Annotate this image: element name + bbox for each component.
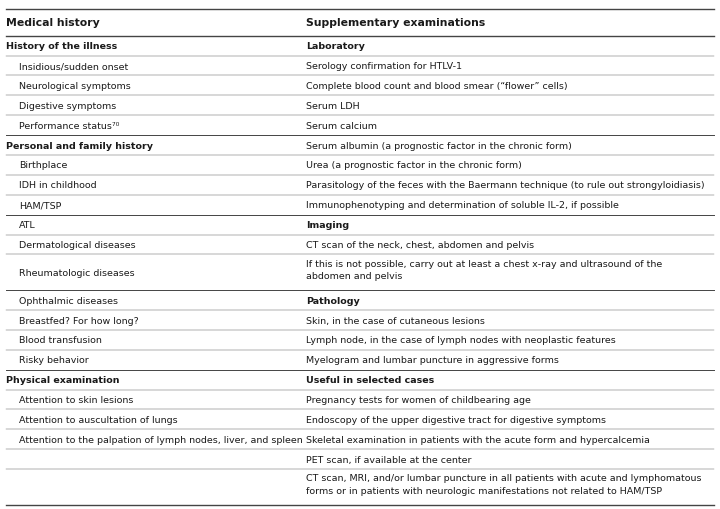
Text: Attention to the palpation of lymph nodes, liver, and spleen: Attention to the palpation of lymph node… [19, 435, 302, 444]
Text: Useful in selected cases: Useful in selected cases [306, 376, 434, 384]
Text: If this is not possible, carry out at least a chest x-ray and ultrasound of the
: If this is not possible, carry out at le… [306, 259, 662, 280]
Text: Digestive symptoms: Digestive symptoms [19, 102, 116, 110]
Text: Laboratory: Laboratory [306, 42, 365, 51]
Text: Lymph node, in the case of lymph nodes with neoplastic features: Lymph node, in the case of lymph nodes w… [306, 336, 616, 345]
Text: Serum calcium: Serum calcium [306, 122, 377, 130]
Text: PET scan, if available at the center: PET scan, if available at the center [306, 455, 472, 464]
Text: CT scan of the neck, chest, abdomen and pelvis: CT scan of the neck, chest, abdomen and … [306, 240, 534, 249]
Text: Performance status⁷⁰: Performance status⁷⁰ [19, 122, 119, 130]
Text: Breastfed? For how long?: Breastfed? For how long? [19, 316, 138, 325]
Text: Dermatological diseases: Dermatological diseases [19, 240, 135, 249]
Text: Risky behavior: Risky behavior [19, 356, 89, 364]
Text: Personal and family history: Personal and family history [6, 142, 153, 150]
Text: Myelogram and lumbar puncture in aggressive forms: Myelogram and lumbar puncture in aggress… [306, 356, 559, 364]
Text: HAM/TSP: HAM/TSP [19, 201, 61, 210]
Text: Serum LDH: Serum LDH [306, 102, 359, 110]
Text: ATL: ATL [19, 221, 35, 230]
Text: Pregnancy tests for women of childbearing age: Pregnancy tests for women of childbearin… [306, 395, 531, 404]
Text: Complete blood count and blood smear (“flower” cells): Complete blood count and blood smear (“f… [306, 82, 567, 91]
Text: Imaging: Imaging [306, 221, 349, 230]
Text: Rheumatologic diseases: Rheumatologic diseases [19, 268, 135, 277]
Text: Insidious/sudden onset: Insidious/sudden onset [19, 62, 128, 71]
Text: Medical history: Medical history [6, 18, 99, 29]
Text: IDH in childhood: IDH in childhood [19, 181, 96, 190]
Text: Birthplace: Birthplace [19, 161, 67, 170]
Text: Attention to auscultation of lungs: Attention to auscultation of lungs [19, 415, 177, 424]
Text: Pathology: Pathology [306, 296, 360, 305]
Text: History of the illness: History of the illness [6, 42, 117, 51]
Text: Urea (a prognostic factor in the chronic form): Urea (a prognostic factor in the chronic… [306, 161, 522, 170]
Text: Immunophenotyping and determination of soluble IL-2, if possible: Immunophenotyping and determination of s… [306, 201, 619, 210]
Text: Endoscopy of the upper digestive tract for digestive symptoms: Endoscopy of the upper digestive tract f… [306, 415, 606, 424]
Text: Skeletal examination in patients with the acute form and hypercalcemia: Skeletal examination in patients with th… [306, 435, 650, 444]
Text: CT scan, MRI, and/or lumbar puncture in all patients with acute and lymphomatous: CT scan, MRI, and/or lumbar puncture in … [306, 473, 701, 495]
Text: Supplementary examinations: Supplementary examinations [306, 18, 485, 29]
Text: Serum albumin (a prognostic factor in the chronic form): Serum albumin (a prognostic factor in th… [306, 142, 572, 150]
Text: Parasitology of the feces with the Baermann technique (to rule out strongyloidia: Parasitology of the feces with the Baerm… [306, 181, 705, 190]
Text: Neurological symptoms: Neurological symptoms [19, 82, 130, 91]
Text: Serology confirmation for HTLV-1: Serology confirmation for HTLV-1 [306, 62, 462, 71]
Text: Attention to skin lesions: Attention to skin lesions [19, 395, 133, 404]
Text: Ophthalmic diseases: Ophthalmic diseases [19, 296, 118, 305]
Text: Physical examination: Physical examination [6, 376, 120, 384]
Text: Skin, in the case of cutaneous lesions: Skin, in the case of cutaneous lesions [306, 316, 485, 325]
Text: Blood transfusion: Blood transfusion [19, 336, 102, 345]
